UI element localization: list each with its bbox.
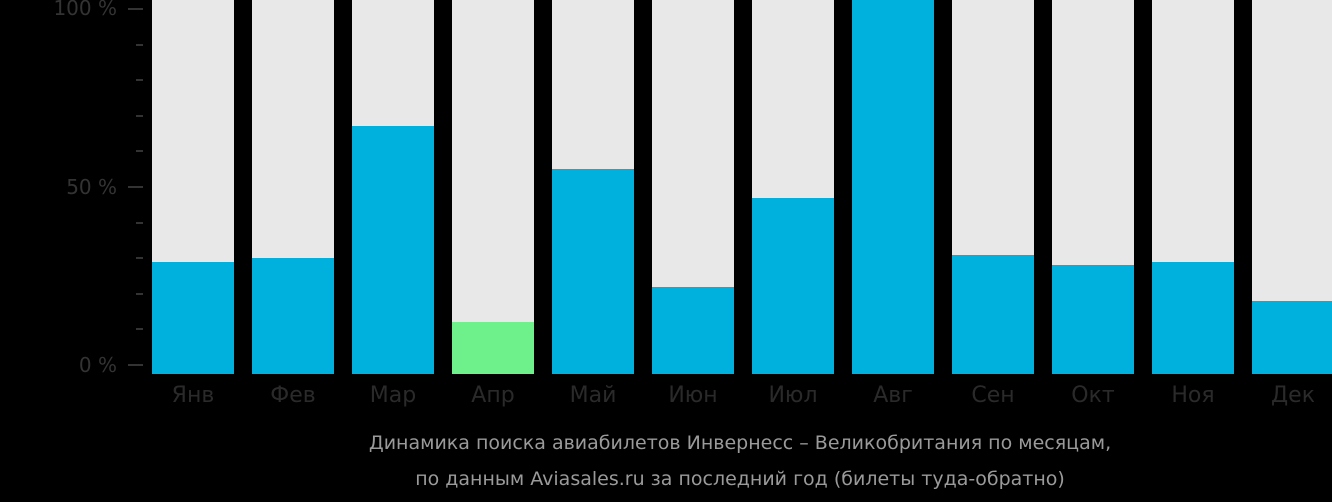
- bar-value: [852, 0, 934, 374]
- x-tick-label: Июн: [668, 383, 718, 408]
- x-tick-label: Ноя: [1171, 383, 1215, 408]
- x-tick-label: Мар: [369, 383, 417, 408]
- y-tick: [136, 328, 143, 331]
- bar: [1152, 0, 1234, 374]
- y-tick: [136, 257, 143, 260]
- bar: [452, 0, 534, 374]
- y-tick: [136, 150, 143, 153]
- bar-value: [152, 261, 234, 374]
- x-tick-label: Окт: [1071, 383, 1115, 408]
- y-tick: [136, 221, 143, 224]
- x-tick-label: Дек: [1270, 383, 1315, 408]
- bar: [852, 0, 934, 374]
- x-tick-label: Июл: [768, 383, 818, 408]
- y-tick-label-0: 0 %: [78, 353, 117, 377]
- bar: [252, 0, 334, 374]
- bar: [952, 0, 1034, 374]
- bar: [652, 0, 734, 374]
- bar: [1252, 0, 1332, 374]
- bar: [1052, 0, 1134, 374]
- y-tick: [136, 43, 143, 46]
- bar: [752, 0, 834, 374]
- y-tick: [136, 114, 143, 117]
- y-tick: [128, 364, 143, 366]
- y-tick-label-100: 100 %: [53, 0, 117, 20]
- x-tick-label: Янв: [171, 383, 215, 408]
- bar-value: [252, 258, 334, 374]
- bar: [152, 0, 234, 374]
- bar-value: [652, 286, 734, 374]
- x-tick-label: Авг: [873, 383, 913, 408]
- bar-value: [1152, 261, 1234, 374]
- bar: [552, 0, 634, 374]
- bar-value: [952, 254, 1034, 374]
- bar-value: [1052, 265, 1134, 374]
- chart-caption-line2: по данным Aviasales.ru за последний год …: [415, 468, 1065, 490]
- bar-value: [352, 126, 434, 374]
- bar-value: [752, 197, 834, 374]
- x-tick-label: Фев: [270, 383, 316, 408]
- x-tick-label: Сен: [971, 383, 1015, 408]
- y-tick-label-50: 50 %: [66, 175, 117, 199]
- y-tick: [136, 292, 143, 295]
- y-tick: [128, 186, 143, 188]
- bar-value: [452, 322, 534, 374]
- chart-caption-line1: Динамика поиска авиабилетов Инвернесс – …: [368, 432, 1112, 454]
- bar-value: [552, 169, 634, 374]
- bar: [352, 0, 434, 374]
- bar-value: [1252, 300, 1332, 374]
- x-tick-label: Апр: [471, 383, 515, 408]
- y-tick: [136, 79, 143, 82]
- x-tick-label: Май: [569, 383, 617, 408]
- y-tick: [128, 8, 143, 10]
